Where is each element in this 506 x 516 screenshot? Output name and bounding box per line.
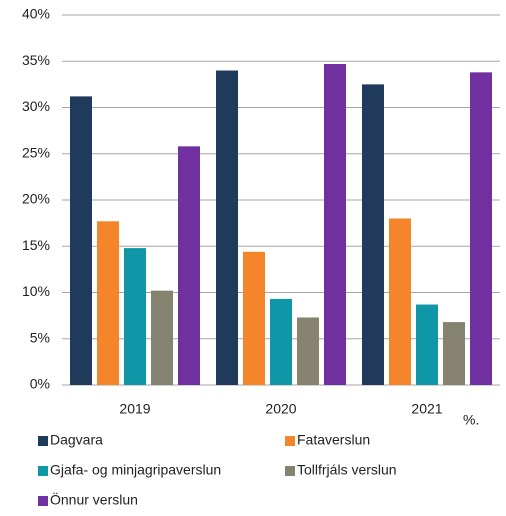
bar [362, 84, 384, 385]
legend-label: Önnur verslun [50, 491, 138, 508]
bar [97, 221, 119, 385]
x-tick-label: 2020 [265, 401, 296, 417]
bar [178, 146, 200, 385]
y-tick-label: 10% [22, 283, 50, 299]
x-tick-label: 2021 [411, 401, 442, 417]
y-tick-label: 35% [22, 52, 50, 68]
legend-label: Dagvara [50, 432, 103, 448]
legend-swatch [38, 436, 48, 446]
bar [470, 72, 492, 385]
y-tick-label: 15% [22, 237, 50, 253]
bar [216, 70, 238, 385]
legend-swatch [285, 436, 295, 446]
y-tick-label: 30% [22, 98, 50, 114]
y-tick-label: 40% [22, 6, 50, 22]
y-tick-label: 20% [22, 191, 50, 207]
bar [389, 218, 411, 385]
legend-label: Fataverslun [297, 432, 370, 448]
bar [443, 322, 465, 385]
legend-swatch [285, 466, 295, 476]
legend-swatch [38, 496, 48, 506]
bar [324, 64, 346, 386]
bar [151, 290, 173, 385]
legend-label: Tollfrjáls verslun [297, 462, 397, 478]
bar [243, 251, 265, 385]
annotation: %. [463, 412, 479, 428]
y-tick-label: 0% [30, 376, 50, 392]
y-tick-label: 5% [30, 329, 50, 345]
bar [416, 304, 438, 385]
legend-swatch [38, 466, 48, 476]
bar [297, 317, 319, 385]
legend-label: Gjafa- og minjagripaverslun [50, 462, 221, 478]
bar [124, 248, 146, 385]
bar [70, 96, 92, 386]
x-tick-label: 2019 [119, 401, 150, 417]
bar [270, 298, 292, 385]
y-tick-label: 25% [22, 144, 50, 160]
